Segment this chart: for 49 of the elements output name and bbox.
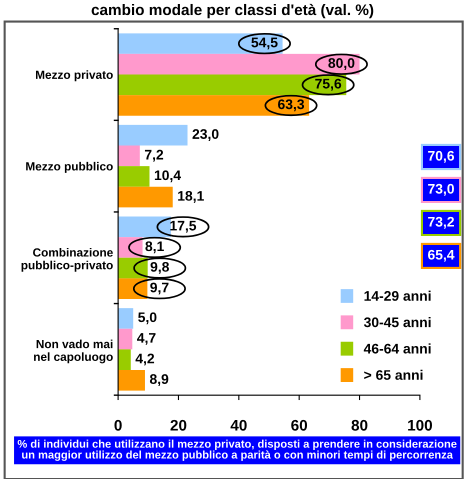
y-tick-label: Mezzo privato xyxy=(36,70,113,82)
data-label: 8,9 xyxy=(150,374,168,386)
y-tick-label: Combinazione pubblico-privato xyxy=(22,248,113,272)
bar xyxy=(118,74,346,96)
text: 65,4 xyxy=(428,250,454,262)
x-tick-label: 80 xyxy=(352,420,368,431)
bar xyxy=(118,186,173,208)
data-label: 4,2 xyxy=(136,354,154,366)
legend-label: 30-45 anni xyxy=(364,317,431,328)
bar xyxy=(118,166,150,187)
bar xyxy=(118,54,360,75)
data-label: 5,0 xyxy=(138,312,156,324)
data-label: 80,0 xyxy=(328,58,354,70)
data-label: 8,1 xyxy=(145,241,164,254)
text: 70,6 xyxy=(428,150,454,163)
data-label: 54,5 xyxy=(251,38,278,50)
legend-label: > 65 anni xyxy=(364,370,422,380)
data-label: 75,6 xyxy=(315,78,342,91)
data-label: 23,0 xyxy=(192,129,219,141)
data-label: 17,5 xyxy=(170,220,196,233)
bar xyxy=(118,216,171,238)
bar xyxy=(118,146,140,166)
data-label: 63,3 xyxy=(278,99,304,112)
bar xyxy=(118,370,145,391)
legend-label: 46-64 anni xyxy=(364,343,431,354)
text: 73,0 xyxy=(428,184,454,196)
bar xyxy=(118,308,134,329)
data-label: 10,4 xyxy=(154,170,181,182)
x-tick-label: 60 xyxy=(291,420,308,431)
bar xyxy=(118,328,132,350)
x-tick-label: 20 xyxy=(170,420,186,431)
chart-title: cambio modale per classi d'età (val. %) xyxy=(92,4,374,18)
y-tick-label: Non vado mai nel capoluogo xyxy=(34,340,113,364)
legend-label: 14-29 anni xyxy=(364,290,431,301)
data-label: 9,8 xyxy=(150,262,169,274)
data-label: 7,2 xyxy=(144,150,164,162)
data-label: 18,1 xyxy=(178,190,204,203)
data-label: 4,7 xyxy=(137,333,156,345)
data-label: 9,7 xyxy=(150,282,168,294)
bar xyxy=(118,33,283,54)
bar xyxy=(118,95,310,116)
text: 73,2 xyxy=(428,216,454,229)
x-tick-label: 100 xyxy=(408,420,432,431)
text: % di individui che utilizzano il mezzo privato, disposti a prendere in considerazione un maggior utilizzo del mezzo pubblico a parità o con minori tempi di percorrenza xyxy=(18,440,457,461)
x-tick-label: 40 xyxy=(230,420,247,431)
bar xyxy=(118,349,131,370)
x-tick-label: 0 xyxy=(114,420,122,431)
bar xyxy=(118,124,188,146)
y-tick-label: Mezzo pubblico xyxy=(26,162,113,173)
